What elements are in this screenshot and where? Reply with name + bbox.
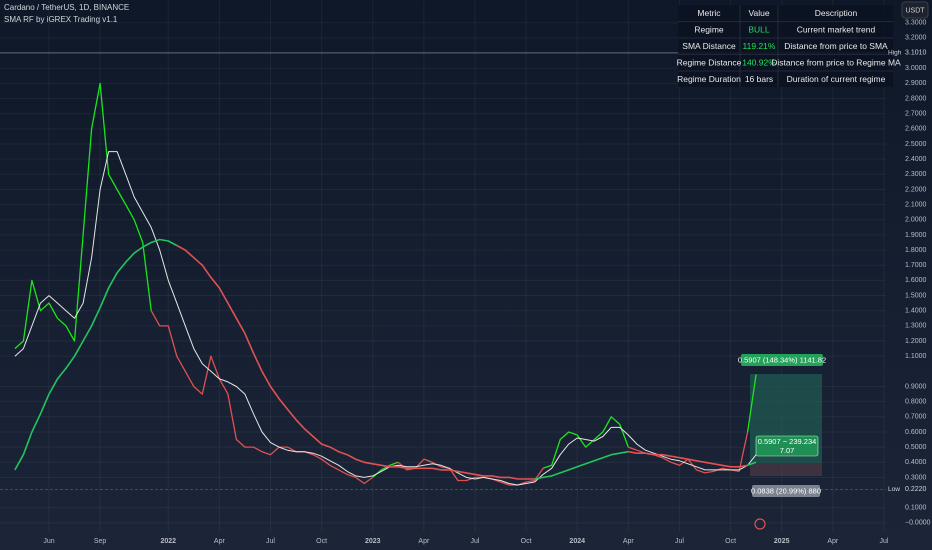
table-cell: Distance from price to SMA xyxy=(784,41,888,51)
y-tick-label: 1.2000 xyxy=(905,338,927,345)
table-cell: 16 bars xyxy=(745,74,773,84)
target-badge xyxy=(741,354,823,366)
x-tick-label: 2022 xyxy=(160,538,176,545)
stop-label: 0.0838 (20.99%) 880 xyxy=(751,486,821,495)
y-tick-label: 0.4000 xyxy=(905,459,927,466)
table-cell: Regime Distance xyxy=(677,57,742,67)
y-tick-label: 1.8000 xyxy=(905,247,927,254)
y-tick-label: 3.3000 xyxy=(905,20,927,27)
table-header: Value xyxy=(748,8,769,18)
x-tick-label: Jul xyxy=(471,538,480,545)
entry-label: 0.5907 − 239.234 xyxy=(758,437,817,446)
x-tick-label: Sep xyxy=(94,538,107,545)
y-tick-label: 0.3000 xyxy=(905,474,927,481)
y-tick-label: 2.3000 xyxy=(905,171,927,178)
x-tick-label: 2023 xyxy=(365,538,381,545)
x-tick-label: 2024 xyxy=(569,538,585,545)
table-cell: Regime xyxy=(694,24,724,34)
series-line xyxy=(14,238,757,480)
table-cell: BULL xyxy=(748,24,770,34)
x-tick-label: Oct xyxy=(521,538,532,545)
y-tick-label: 2.9000 xyxy=(905,80,927,87)
symbol-title: Cardano / TetherUS, 1D, BINANCE xyxy=(4,3,129,12)
high-value: 3.1010 xyxy=(905,50,927,57)
y-tick-label: 1.7000 xyxy=(905,262,927,269)
y-tick-label: 3.2000 xyxy=(905,35,927,42)
series-line xyxy=(14,151,757,486)
y-tick-label: −0.0000 xyxy=(905,520,931,527)
x-tick-label: Apr xyxy=(827,538,839,545)
y-tick-label: 1.3000 xyxy=(905,323,927,330)
x-tick-label: Oct xyxy=(725,538,736,545)
table-cell: Distance from price to Regime MA xyxy=(771,57,901,67)
y-tick-label: 0.8000 xyxy=(905,398,927,405)
x-tick-label: Jun xyxy=(43,538,54,545)
info-table xyxy=(678,5,893,87)
indicator-name: SMA RF by iGREX Trading v1.1 xyxy=(4,15,118,24)
y-tick-label: 2.6000 xyxy=(905,126,927,133)
x-tick-label: Apr xyxy=(623,538,635,545)
y-tick-label: 0.6000 xyxy=(905,429,927,436)
y-tick-label: 0.1000 xyxy=(905,505,927,512)
y-tick-label: 1.6000 xyxy=(905,277,927,284)
x-tick-label: Jul xyxy=(675,538,684,545)
table-cell: 140.92% xyxy=(742,57,776,67)
y-tick-label: 2.0000 xyxy=(905,217,927,224)
y-tick-label: 2.4000 xyxy=(905,156,927,163)
loss-zone xyxy=(750,463,822,476)
low-value: 0.2220 xyxy=(905,486,927,493)
stop-badge xyxy=(752,485,820,497)
entry-label: 7.07 xyxy=(780,446,795,455)
y-tick-label: 1.9000 xyxy=(905,232,927,239)
y-tick-label: 3.0000 xyxy=(905,65,927,72)
x-tick-label: Apr xyxy=(214,538,226,545)
y-tick-label: 0.7000 xyxy=(905,414,927,421)
y-tick-label: 0.5000 xyxy=(905,444,927,451)
x-tick-label: 2025 xyxy=(774,538,790,545)
low-label: Low xyxy=(888,486,900,493)
table-cell: Current market trend xyxy=(797,24,876,34)
table-cell: 119.21% xyxy=(743,41,776,51)
marker-icon[interactable] xyxy=(754,518,766,530)
table-cell: Regime Duration xyxy=(677,74,741,84)
currency-label: USDT xyxy=(905,7,925,14)
x-tick-label: Oct xyxy=(316,538,327,545)
y-tick-label: 1.4000 xyxy=(905,308,927,315)
currency-button[interactable] xyxy=(901,1,929,19)
y-tick-label: 2.2000 xyxy=(905,186,927,193)
y-tick-label: 2.7000 xyxy=(905,111,927,118)
y-tick-label: 1.1000 xyxy=(905,353,927,360)
table-cell: SMA Distance xyxy=(682,41,736,51)
entry-badge xyxy=(755,435,819,457)
high-label: High xyxy=(888,50,902,57)
y-tick-label: 1.5000 xyxy=(905,292,927,299)
y-tick-label: 2.1000 xyxy=(905,201,927,208)
x-tick-label: Jul xyxy=(879,538,888,545)
y-tick-label: 0.9000 xyxy=(905,383,927,390)
x-tick-label: Apr xyxy=(418,538,430,545)
y-tick-label: 2.8000 xyxy=(905,95,927,102)
table-header: Metric xyxy=(697,8,721,18)
x-tick-label: Jul xyxy=(266,538,275,545)
table-cell: Duration of current regime xyxy=(787,74,886,84)
target-label: 0.5907 (148.34%) 1141.82 xyxy=(738,355,826,364)
series-line xyxy=(176,244,748,480)
y-tick-label: 2.5000 xyxy=(905,141,927,148)
table-header: Description xyxy=(815,8,858,18)
